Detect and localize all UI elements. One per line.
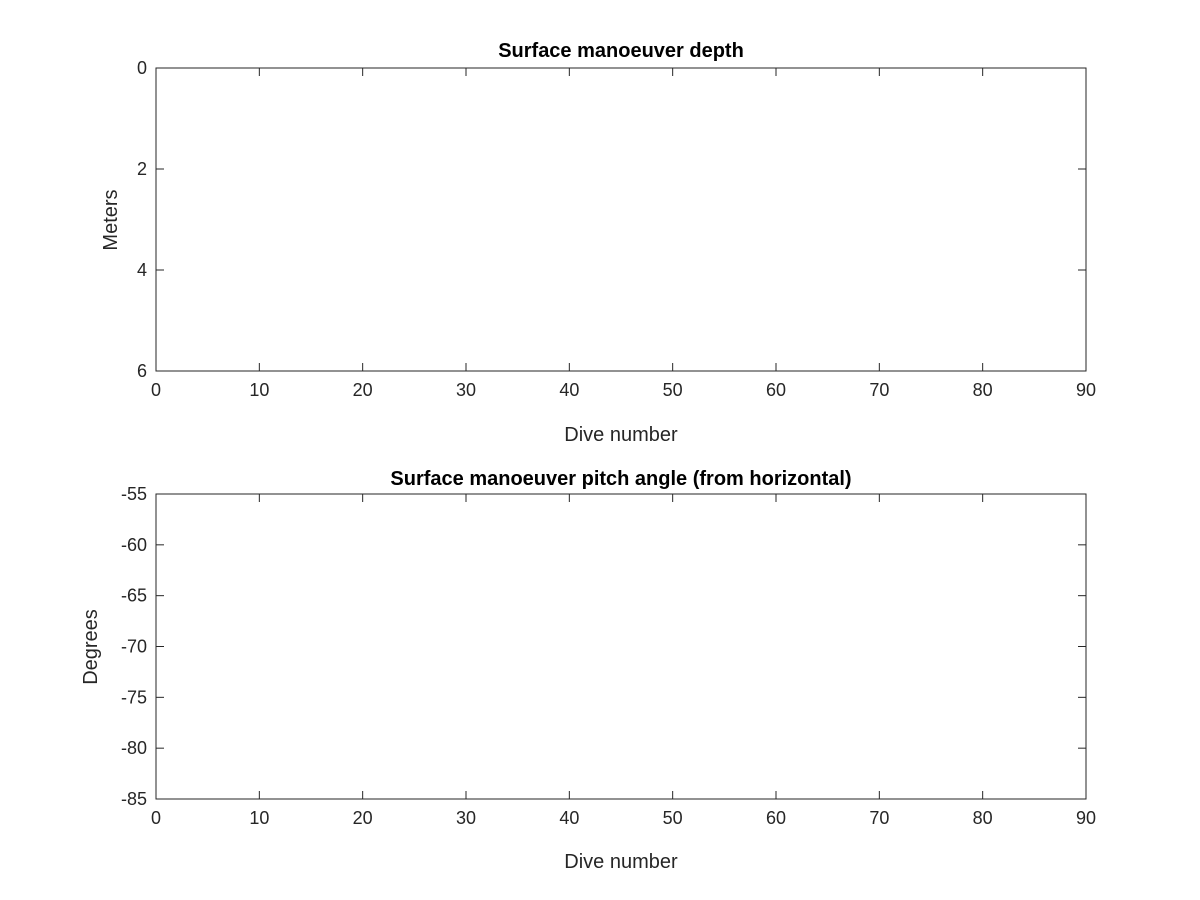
pitch-y-tick-label: -80	[121, 738, 147, 758]
depth-x-tick-label: 20	[353, 380, 373, 400]
depth-chart: Surface manoeuver depth Dive number Mete…	[100, 40, 1096, 446]
pitch-x-tick-label: 10	[249, 808, 269, 828]
depth-chart-ylabel: Meters	[100, 189, 122, 250]
pitch-axes-box	[155, 493, 1087, 800]
pitch-x-tick-label: 30	[456, 808, 476, 828]
pitch-x-tick-label: 40	[559, 808, 579, 828]
pitch-y-tick-label: -85	[121, 789, 147, 809]
depth-x-tick-label: 10	[249, 380, 269, 400]
depth-y-tick-label: 6	[137, 361, 147, 381]
pitch-x-tick-label: 0	[151, 808, 161, 828]
pitch-chart-title: Surface manoeuver pitch angle (from hori…	[390, 468, 851, 490]
pitch-chart: Surface manoeuver pitch angle (from hori…	[80, 468, 1096, 873]
pitch-x-tick-label: 80	[973, 808, 993, 828]
depth-x-tick-label: 60	[766, 380, 786, 400]
pitch-chart-ylabel: Degrees	[80, 609, 102, 685]
depth-x-tick-label: 40	[559, 380, 579, 400]
depth-x-tick-label: 90	[1076, 380, 1096, 400]
depth-y-tick-label: 0	[137, 58, 147, 78]
pitch-x-tick-label: 90	[1076, 808, 1096, 828]
depth-chart-title: Surface manoeuver depth	[498, 40, 744, 62]
pitch-y-tick-label: -65	[121, 586, 147, 606]
depth-y-tick-label: 2	[137, 159, 147, 179]
depth-x-tick-label: 80	[973, 380, 993, 400]
pitch-chart-xlabel: Dive number	[564, 851, 678, 873]
pitch-y-tick-label: -60	[121, 535, 147, 555]
pitch-x-tick-label: 70	[869, 808, 889, 828]
depth-x-tick-label: 70	[869, 380, 889, 400]
depth-x-tick-label: 50	[663, 380, 683, 400]
pitch-y-tick-label: -75	[121, 687, 147, 707]
depth-axes-box	[155, 67, 1087, 372]
pitch-x-tick-label: 50	[663, 808, 683, 828]
pitch-x-tick-label: 20	[353, 808, 373, 828]
depth-x-tick-label: 30	[456, 380, 476, 400]
depth-y-tick-label: 4	[137, 260, 147, 280]
pitch-x-tick-label: 60	[766, 808, 786, 828]
depth-x-tick-label: 0	[151, 380, 161, 400]
depth-chart-xlabel: Dive number	[564, 424, 678, 446]
pitch-y-tick-label: -55	[121, 484, 147, 504]
pitch-y-tick-label: -70	[121, 637, 147, 657]
